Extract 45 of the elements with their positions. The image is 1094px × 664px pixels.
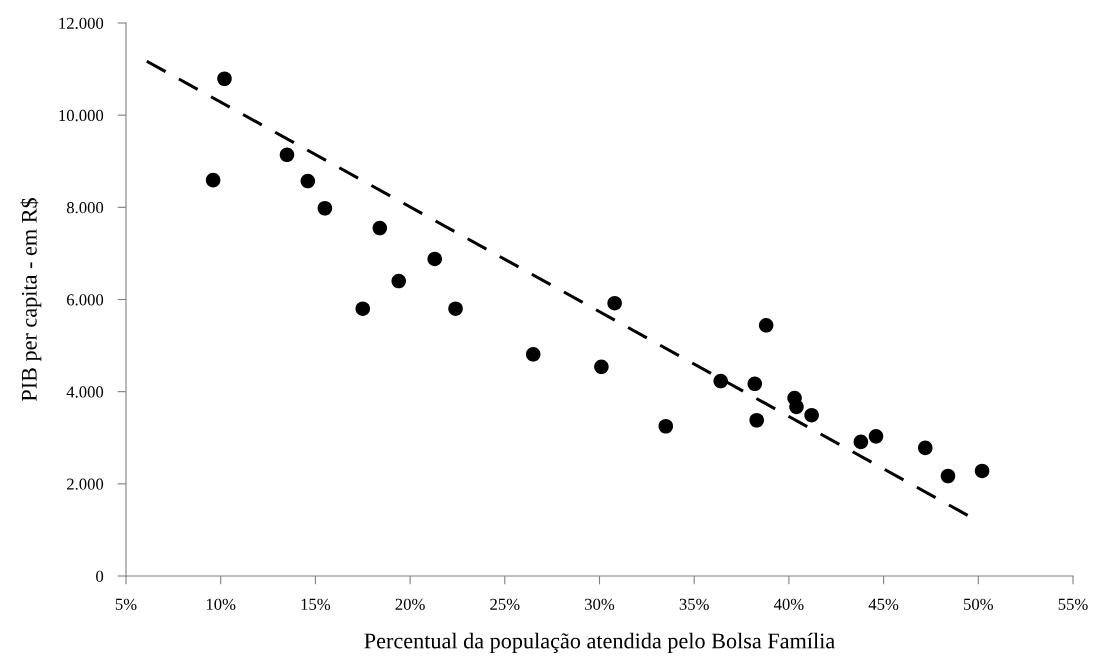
y-tick-label: 4.000 (66, 386, 104, 398)
point (391, 273, 407, 289)
point (789, 399, 804, 415)
y-tick-label: 12.000 (59, 17, 104, 30)
point (713, 373, 728, 389)
y-tick-label: 2.000 (67, 478, 104, 490)
x-tick-label: 20% (395, 598, 425, 611)
y-tick-label: 10.000 (59, 109, 104, 122)
point (205, 172, 221, 188)
point (747, 376, 763, 392)
y-tick-label: 8.000 (66, 202, 104, 214)
y-tick-label: 0 (96, 570, 104, 582)
x-tick-label: 10% (206, 598, 236, 611)
point (355, 301, 371, 316)
x-tick-label: 25% (490, 598, 520, 611)
x-tick-label: 55% (1058, 598, 1088, 611)
point (594, 359, 609, 375)
y-tick-label: 6.000 (66, 294, 104, 306)
point (658, 418, 674, 434)
point (804, 407, 819, 423)
x-tick-label: 15% (301, 598, 331, 611)
x-tick-label: 50% (963, 598, 994, 611)
point (427, 251, 443, 267)
point (758, 318, 774, 333)
point (217, 71, 232, 87)
point (940, 468, 956, 484)
point (372, 220, 388, 236)
point (607, 295, 622, 311)
y-axis-title: PIB per capita - em R$ (20, 198, 42, 401)
x-tick-label: 45% (868, 598, 899, 611)
point (317, 200, 333, 216)
point (868, 429, 884, 444)
point (974, 463, 990, 479)
x-tick-label: 30% (585, 598, 615, 611)
x-tick-label: 5% (115, 598, 137, 611)
x-tick-label: 40% (773, 598, 804, 611)
point (525, 347, 541, 362)
point (917, 440, 933, 456)
x-axis-title: Percentual da população atendida pelo Bolsa Família (364, 632, 835, 653)
point (448, 301, 463, 316)
point (749, 412, 764, 428)
point (279, 147, 295, 163)
x-tick-label: 35% (679, 598, 709, 611)
point (853, 434, 869, 450)
point (300, 173, 316, 189)
